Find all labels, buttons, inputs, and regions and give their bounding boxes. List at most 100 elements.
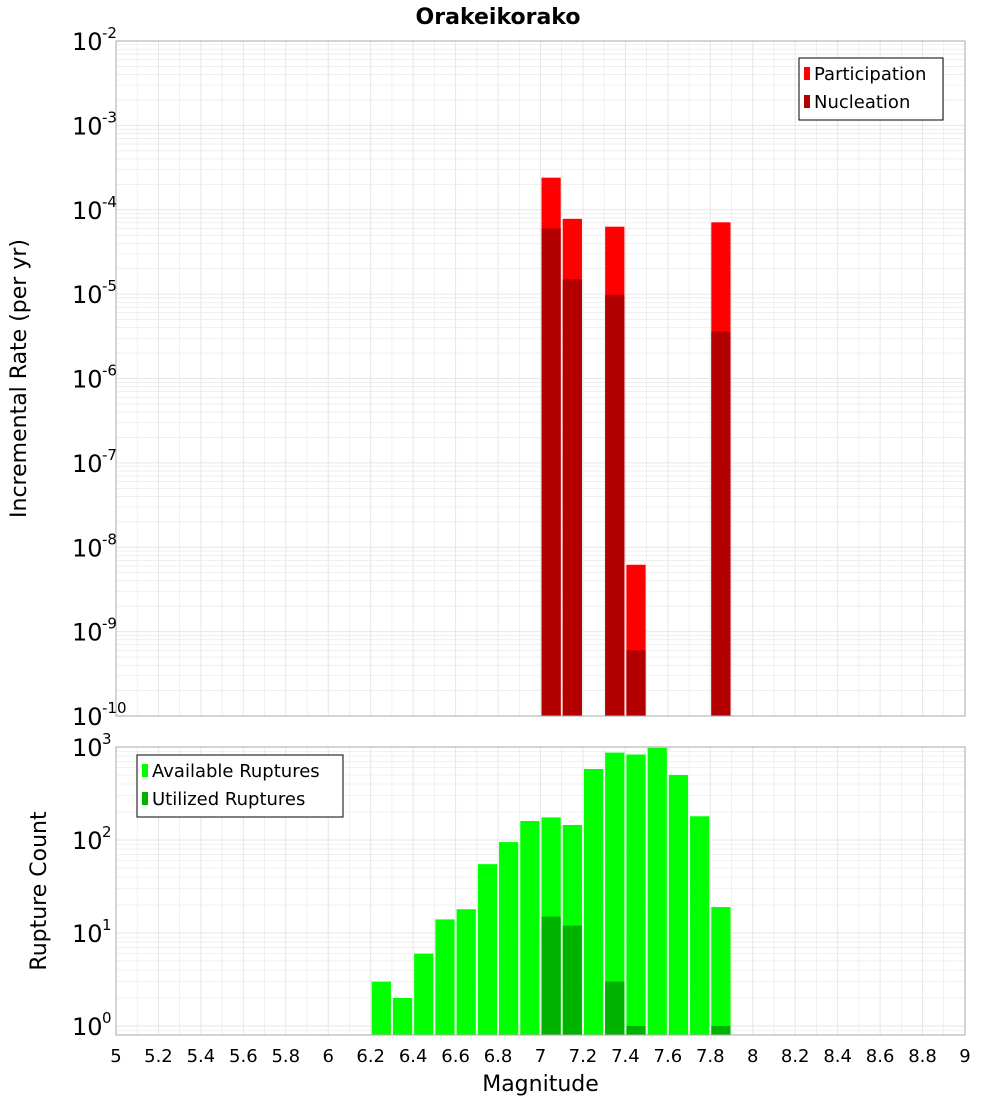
x-tick-label: 6.4	[399, 1046, 428, 1067]
y-tick-exponent: 2	[102, 823, 112, 841]
plot-frame	[115, 40, 966, 717]
y-tick-exponent: 3	[102, 730, 112, 748]
y-tick-label: 10 -8	[72, 530, 117, 562]
y-tick-label: 10 -10	[72, 699, 127, 731]
x-tick-label: 7.6	[654, 1046, 683, 1067]
legend-swatch	[804, 95, 810, 108]
legend-label: Nucleation	[814, 92, 910, 113]
available-ruptures-bar	[626, 754, 646, 1035]
grid-lines	[115, 746, 966, 1036]
x-tick-label: 8.4	[823, 1046, 852, 1067]
available-ruptures-bar	[520, 821, 540, 1035]
x-tick-label: 7	[535, 1046, 546, 1067]
nucleation-bar	[626, 650, 646, 716]
y-tick-base: 10	[72, 734, 103, 762]
y-tick-base: 10	[72, 1013, 103, 1041]
x-tick-label: 7.8	[696, 1046, 725, 1067]
x-tick-label: 9	[959, 1046, 970, 1067]
x-tick-label: 6.2	[356, 1046, 385, 1067]
available-ruptures-bar	[371, 981, 391, 1035]
utilized-ruptures-bar	[711, 1025, 731, 1035]
y-tick-label: 10 -9	[72, 615, 117, 647]
y-tick-label: 10 -2	[72, 24, 117, 56]
legend: Available Ruptures Utilized Ruptures	[136, 754, 344, 818]
y-tick-exponent: -10	[102, 699, 127, 717]
y-tick-label: 10 -3	[72, 108, 117, 140]
legend-label: Utilized Ruptures	[152, 789, 305, 810]
y-tick-base: 10	[72, 197, 103, 225]
x-tick-label: 8	[747, 1046, 758, 1067]
y-tick-exponent: -9	[102, 615, 117, 633]
y-tick-exponent: -2	[102, 24, 117, 42]
plot-frame	[115, 746, 966, 1036]
y-tick-label: 10 0	[72, 1009, 112, 1041]
y-tick-exponent: -4	[102, 193, 117, 211]
available-ruptures-bar	[392, 997, 413, 1035]
available-ruptures-bar	[647, 747, 667, 1035]
y-tick-label: 10 3	[72, 730, 112, 762]
y-tick-base: 10	[72, 827, 103, 855]
utilized-ruptures-bar	[541, 916, 561, 1035]
y-tick-exponent: -3	[102, 108, 117, 126]
available-ruptures-bar	[456, 909, 476, 1035]
y-tick-label: 10 -7	[72, 446, 117, 478]
utilized-ruptures-bar	[605, 981, 625, 1035]
utilized-ruptures-bar	[562, 925, 582, 1035]
y-tick-exponent: -8	[102, 530, 117, 548]
legend-box	[136, 754, 344, 818]
available-ruptures-bar	[605, 752, 625, 1035]
legend-swatch	[142, 764, 148, 777]
y-tick-label: 10 -5	[72, 277, 117, 309]
y-tick-base: 10	[72, 112, 103, 140]
x-tick-label: 8.8	[908, 1046, 937, 1067]
x-tick-label: 5.6	[229, 1046, 258, 1067]
legend: Participation Nucleation	[798, 57, 944, 121]
available-ruptures-bar	[583, 769, 604, 1035]
y-tick-base: 10	[72, 703, 103, 731]
y-tick-exponent: 0	[102, 1009, 112, 1027]
legend-swatch	[142, 792, 148, 805]
y-tick-exponent: -7	[102, 446, 117, 464]
available-ruptures-bar	[435, 919, 455, 1035]
y-axis-label: Rupture Count	[27, 811, 52, 971]
nucleation-bar	[711, 331, 731, 716]
y-tick-base: 10	[72, 920, 103, 948]
x-tick-label: 7.4	[611, 1046, 640, 1067]
x-tick-label: 8.2	[781, 1046, 810, 1067]
x-tick-label: 5.2	[144, 1046, 173, 1067]
grid-lines	[115, 40, 966, 717]
available-ruptures-bar	[477, 864, 498, 1035]
x-tick-label: 8.6	[866, 1046, 895, 1067]
nucleation-bar	[541, 228, 561, 716]
y-tick-label: 10 -4	[72, 193, 117, 225]
y-axis-label: Incremental Rate (per yr)	[7, 239, 32, 518]
y-tick-exponent: -6	[102, 362, 117, 380]
y-tick-label: 10 -6	[72, 362, 117, 394]
y-tick-base: 10	[72, 534, 103, 562]
chart-title: Orakeikorako	[416, 5, 581, 30]
nucleation-bar	[605, 294, 625, 716]
rate-panel: 10-210-310-410-510-610-710-810-910 -10Par…	[7, 24, 966, 731]
y-tick-base: 10	[72, 450, 103, 478]
y-tick-base: 10	[72, 281, 103, 309]
utilized-ruptures-bar	[626, 1025, 646, 1035]
y-tick-exponent: -5	[102, 277, 117, 295]
y-tick-label: 10 1	[72, 916, 112, 948]
x-tick-label: 6.6	[441, 1046, 470, 1067]
x-tick-label: 6	[323, 1046, 334, 1067]
available-ruptures-bar	[414, 953, 434, 1035]
available-ruptures-bar	[499, 842, 519, 1035]
available-ruptures-bar	[668, 774, 689, 1035]
y-tick-base: 10	[72, 28, 103, 56]
legend-label: Available Ruptures	[152, 761, 320, 782]
available-ruptures-bar	[711, 907, 731, 1035]
y-tick-label: 10 2	[72, 823, 112, 855]
available-ruptures-bar	[690, 816, 710, 1035]
x-axis-label: Magnitude	[482, 1072, 599, 1097]
y-tick-base: 10	[72, 619, 103, 647]
x-tick-label: 7.2	[569, 1046, 598, 1067]
x-tick-label: 5.8	[271, 1046, 300, 1067]
